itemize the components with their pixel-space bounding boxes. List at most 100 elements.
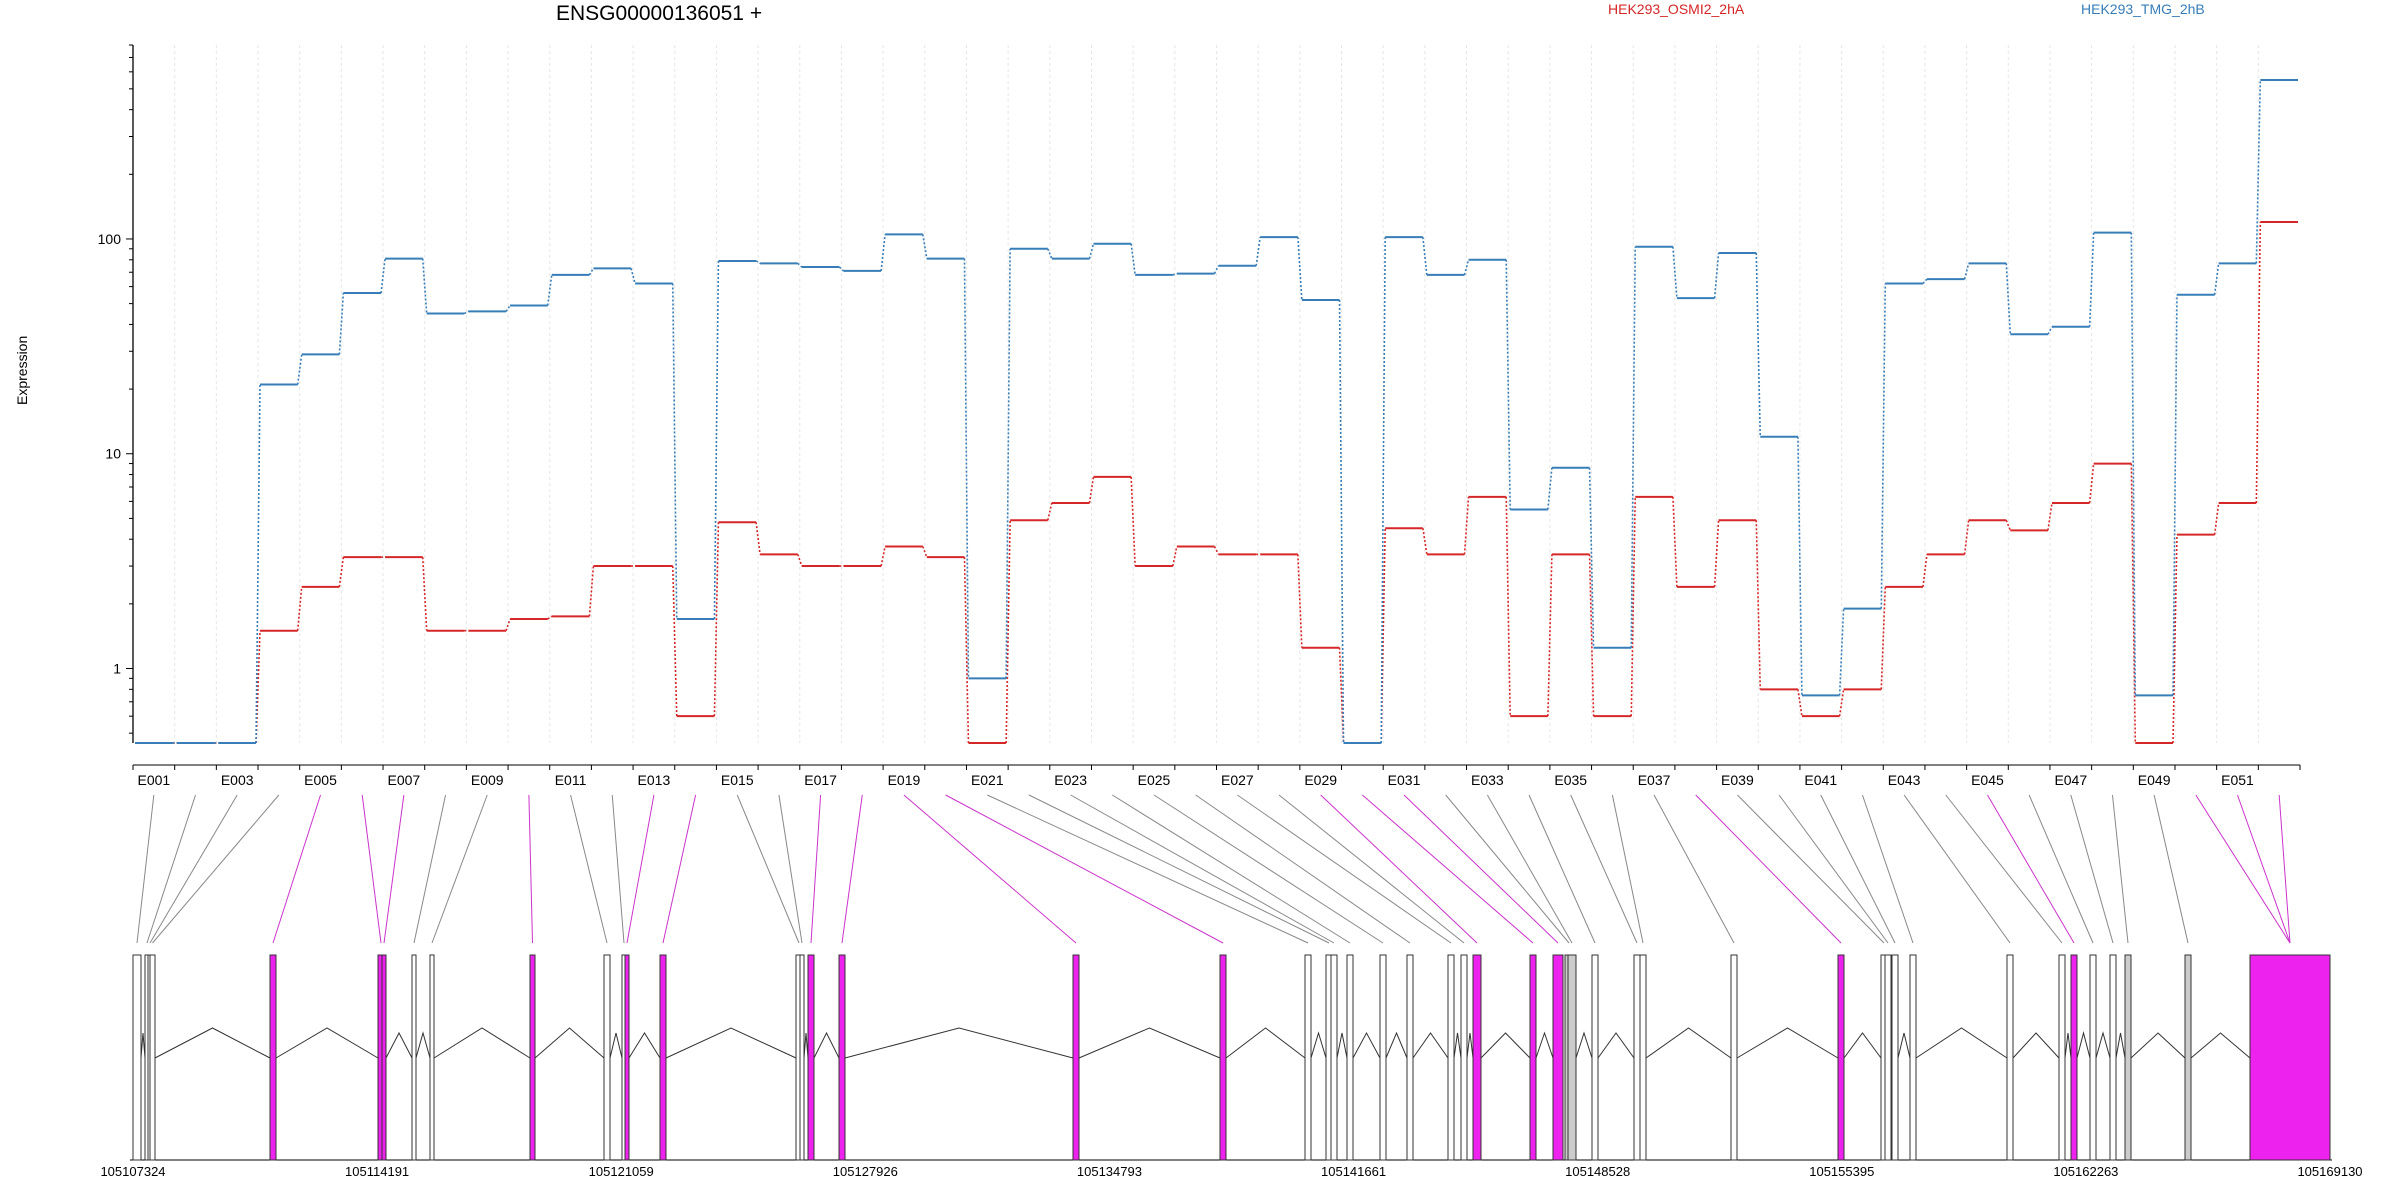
x-tick-label: E037 [1638, 772, 1671, 788]
series-connector [713, 522, 720, 717]
bin-exon-connector [903, 794, 1077, 944]
x-tick-label: E023 [1054, 772, 1087, 788]
bin-exon-connector [136, 794, 155, 944]
series-connector [2130, 232, 2137, 696]
exon-highlighted [659, 954, 667, 1161]
x-tick-label: E035 [1554, 772, 1587, 788]
series-connector [963, 258, 970, 679]
exon [1891, 954, 1899, 1161]
series-connector [1880, 283, 1887, 609]
genomic-coordinate-label: 105141661 [1321, 1164, 1386, 1179]
x-tick-label: E045 [1971, 772, 2004, 788]
series-connector [1297, 237, 1303, 301]
x-tick-label: E019 [888, 772, 921, 788]
series-connector [1547, 554, 1553, 717]
series-osmi2 [135, 220, 2298, 744]
exon [132, 954, 142, 1161]
bin-exon-connector [1695, 794, 1842, 944]
exon [1884, 954, 1892, 1161]
x-tick-label: E025 [1138, 772, 1171, 788]
series-connector [1380, 237, 1386, 744]
intron-line [1915, 1027, 2008, 1059]
series-connector [2213, 263, 2220, 295]
exon [1909, 954, 1917, 1161]
exon [2089, 954, 2097, 1161]
exon [2109, 954, 2117, 1161]
intron-line [1843, 1032, 1882, 1059]
exon-highlighted [807, 954, 815, 1161]
series-connector [2088, 463, 2095, 504]
bin-exon-connector [152, 794, 280, 944]
series-connector [1005, 520, 1011, 744]
bin-exon-connector [1445, 794, 1570, 944]
genomic-coordinate-label: 105134793 [1077, 1164, 1142, 1179]
series-connector [1672, 246, 1678, 299]
exon [2124, 954, 2132, 1161]
bin-exon-connector [272, 794, 322, 944]
intron-line [1575, 1031, 1593, 1059]
exon-highlighted [1837, 954, 1845, 1161]
exon [1633, 954, 1641, 1161]
x-tick-label: E007 [388, 772, 421, 788]
x-tick-label: E013 [638, 772, 671, 788]
genomic-coordinate-label: 105169130 [2297, 1164, 2362, 1179]
series-connector [1755, 253, 1762, 437]
bin-exon-connector [778, 794, 803, 944]
exon [1379, 954, 1387, 1161]
exon [1591, 954, 1599, 1161]
genomic-coordinate-label: 105121059 [589, 1164, 654, 1179]
bin-exon-connector [1987, 794, 2075, 944]
x-tick-label: E041 [1804, 772, 1837, 788]
series-connector [296, 354, 303, 385]
exon [603, 954, 611, 1161]
intron-line [1736, 1027, 1839, 1059]
bin-exon-connector [1778, 794, 1889, 944]
bin-exon-connector [1403, 794, 1559, 944]
series-connector [1838, 689, 1845, 717]
bin-exon-connector [841, 794, 863, 944]
intron-line [433, 1027, 531, 1059]
series-connector [1172, 546, 1178, 567]
series-connector [1047, 248, 1053, 259]
bin-exon-connector [736, 794, 800, 944]
series-connector [1422, 528, 1428, 555]
bin-exon-connector [1945, 794, 2063, 944]
series-connector [1172, 272, 1178, 276]
exon-highlighted [1219, 954, 1227, 1161]
intron-line [534, 1027, 605, 1059]
series-connector [1672, 496, 1678, 587]
bin-exon-connector [1195, 794, 1411, 944]
series-connector [1755, 520, 1762, 690]
bin-exon-connector [2153, 794, 2189, 944]
series-connector [797, 262, 803, 268]
intron-line [275, 1027, 379, 1059]
exon [149, 954, 156, 1161]
x-tick-label: E021 [971, 772, 1004, 788]
genomic-coordinate-label: 105107324 [100, 1164, 165, 1179]
series-connector [2172, 294, 2178, 696]
series-connector [1505, 496, 1512, 717]
bin-exon-connector [1737, 794, 1885, 944]
series-connector [338, 557, 345, 587]
genomic-coordinate-label: 105162263 [2053, 1164, 2118, 1179]
intron-line [2064, 1032, 2072, 1059]
intron-line [2095, 1031, 2111, 1059]
intron-line [1897, 1032, 1911, 1059]
bin-exon-connector [2278, 794, 2291, 944]
exon [1730, 954, 1738, 1161]
series-connector [1338, 299, 1345, 744]
bin-exon-connector [2111, 794, 2129, 944]
series-connector [630, 268, 636, 284]
bin-exon-connector [1278, 794, 1465, 944]
series-connector [2005, 519, 2012, 531]
series-connector [421, 557, 428, 631]
genomic-coordinate-label: 105127926 [833, 1164, 898, 1179]
intron-line [813, 1031, 840, 1059]
x-tick-label: E049 [2138, 772, 2171, 788]
series-connector [2047, 502, 2053, 531]
bin-exon-connector [1028, 794, 1330, 944]
exon [1346, 954, 1354, 1161]
x-tick-label: E039 [1721, 772, 1754, 788]
x-tick-label: E001 [137, 772, 170, 788]
